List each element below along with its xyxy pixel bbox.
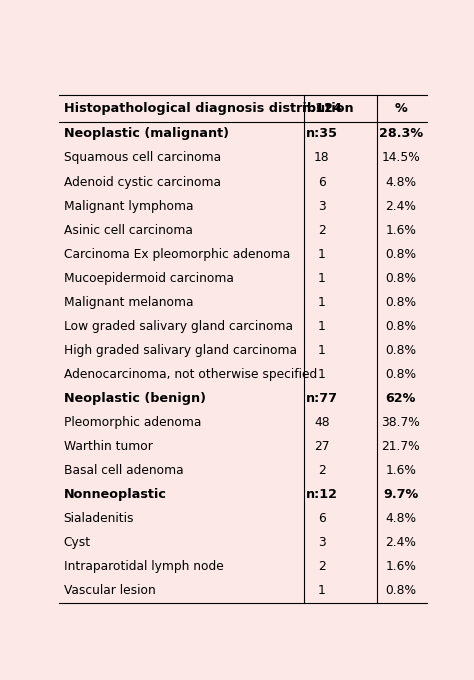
Text: 48: 48 [314, 416, 330, 429]
Text: Squamous cell carcinoma: Squamous cell carcinoma [64, 152, 221, 165]
Text: Adenoid cystic carcinoma: Adenoid cystic carcinoma [64, 175, 221, 188]
Text: n:35: n:35 [306, 127, 338, 141]
Text: 1: 1 [318, 248, 326, 260]
Text: Neoplastic (benign): Neoplastic (benign) [64, 392, 206, 405]
Text: 14.5%: 14.5% [382, 152, 420, 165]
Text: n:77: n:77 [306, 392, 338, 405]
Text: 2: 2 [318, 224, 326, 237]
Text: Intraparotidal lymph node: Intraparotidal lymph node [64, 560, 223, 573]
Text: Cyst: Cyst [64, 536, 91, 549]
Text: Sialadenitis: Sialadenitis [64, 512, 134, 525]
Text: 4.8%: 4.8% [385, 512, 416, 525]
Text: 62%: 62% [386, 392, 416, 405]
Text: 38.7%: 38.7% [382, 416, 420, 429]
Text: 3: 3 [318, 536, 326, 549]
Text: 1: 1 [318, 271, 326, 285]
Text: 0.8%: 0.8% [385, 248, 416, 260]
Text: 3: 3 [318, 199, 326, 213]
Text: %: % [394, 102, 407, 115]
Text: Adenocarcinoma, not otherwise specified: Adenocarcinoma, not otherwise specified [64, 368, 317, 381]
Text: Malignant melanoma: Malignant melanoma [64, 296, 193, 309]
Text: 21.7%: 21.7% [382, 440, 420, 453]
Text: 2.4%: 2.4% [385, 199, 416, 213]
Text: 1: 1 [318, 296, 326, 309]
Text: 6: 6 [318, 175, 326, 188]
Text: 1: 1 [318, 368, 326, 381]
Text: Histopathological diagnosis distribution: Histopathological diagnosis distribution [64, 102, 353, 115]
Text: 6: 6 [318, 512, 326, 525]
Text: 18: 18 [314, 152, 330, 165]
Text: 1.6%: 1.6% [385, 224, 416, 237]
Text: 2: 2 [318, 464, 326, 477]
Text: 0.8%: 0.8% [385, 296, 416, 309]
Text: Mucoepidermoid carcinoma: Mucoepidermoid carcinoma [64, 271, 234, 285]
Text: Low graded salivary gland carcinoma: Low graded salivary gland carcinoma [64, 320, 292, 333]
Text: Asinic cell carcinoma: Asinic cell carcinoma [64, 224, 192, 237]
Text: Neoplastic (malignant): Neoplastic (malignant) [64, 127, 228, 141]
Text: Vascular lesion: Vascular lesion [64, 584, 155, 597]
Text: Warthin tumor: Warthin tumor [64, 440, 153, 453]
Text: Pleomorphic adenoma: Pleomorphic adenoma [64, 416, 201, 429]
Text: Nonneoplastic: Nonneoplastic [64, 488, 166, 501]
Text: High graded salivary gland carcinoma: High graded salivary gland carcinoma [64, 343, 297, 357]
Text: 0.8%: 0.8% [385, 320, 416, 333]
Text: 0.8%: 0.8% [385, 343, 416, 357]
Text: 4.8%: 4.8% [385, 175, 416, 188]
Text: n:12: n:12 [306, 488, 338, 501]
Text: Malignant lymphoma: Malignant lymphoma [64, 199, 193, 213]
Text: n:124: n:124 [301, 102, 342, 115]
Text: 1: 1 [318, 343, 326, 357]
Text: 2: 2 [318, 560, 326, 573]
Text: 1: 1 [318, 320, 326, 333]
Text: 1.6%: 1.6% [385, 560, 416, 573]
Text: 0.8%: 0.8% [385, 368, 416, 381]
Text: 1: 1 [318, 584, 326, 597]
Text: 28.3%: 28.3% [379, 127, 423, 141]
Text: 0.8%: 0.8% [385, 271, 416, 285]
Text: Basal cell adenoma: Basal cell adenoma [64, 464, 183, 477]
Text: 9.7%: 9.7% [383, 488, 419, 501]
Text: 2.4%: 2.4% [385, 536, 416, 549]
Text: 1.6%: 1.6% [385, 464, 416, 477]
Text: 27: 27 [314, 440, 329, 453]
Text: 0.8%: 0.8% [385, 584, 416, 597]
Text: Carcinoma Ex pleomorphic adenoma: Carcinoma Ex pleomorphic adenoma [64, 248, 290, 260]
